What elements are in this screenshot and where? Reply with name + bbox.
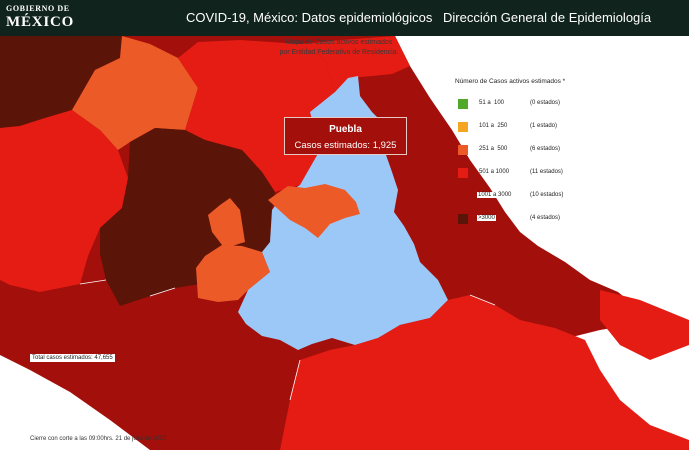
legend-swatch — [458, 99, 468, 109]
header-bar: GOBIERNO DE MÉXICO COVID-19, México: Dat… — [0, 0, 689, 36]
legend-count: (1 estado) — [530, 123, 558, 129]
total-cases-label: Total casos estimados: 47,655 — [30, 354, 115, 362]
legend-item-4[interactable]: 1001 a 3000 (10 estados) — [455, 191, 595, 214]
legend-swatch — [458, 145, 468, 155]
map-legend: Número de Casos activos estimados * 51 a… — [455, 78, 595, 237]
state-hidalgo-north — [300, 36, 410, 92]
state-chiapas — [600, 290, 689, 360]
legend-range: 101 a 250 — [479, 123, 508, 129]
tooltip-state-name: Puebla — [329, 124, 362, 135]
subtitle-line-1: Mapa de Casos activos estimados — [285, 39, 393, 46]
tooltip-value: 1,925 — [372, 140, 397, 151]
legend-item-0[interactable]: 51 a 100 (0 estados) — [455, 99, 595, 122]
legend-swatch — [458, 214, 468, 224]
legend-swatch — [458, 191, 468, 201]
ocean-pacific — [0, 355, 150, 450]
state-jalisco — [0, 110, 128, 292]
legend-range: 51 a 100 — [479, 100, 505, 106]
state-guanajuato — [72, 36, 198, 150]
page-title: COVID-19, México: Datos epidemiológicos — [186, 10, 433, 25]
state-borders — [79, 279, 496, 401]
state-oaxaca — [280, 295, 689, 450]
legend-swatch — [458, 122, 468, 132]
map-subtitle: Mapa de Casos activos estimados por Enti… — [244, 38, 434, 58]
legend-count: (4 estados) — [530, 215, 561, 221]
gobierno-logo[interactable]: GOBIERNO DE MÉXICO — [6, 5, 74, 30]
legend-item-2[interactable]: 251 a 500 (6 estados) — [455, 145, 595, 168]
tooltip-value-line: Casos estimados: 1,925 — [285, 140, 406, 151]
state-west-dark — [0, 36, 122, 128]
ocean-gulf-mexico — [395, 36, 689, 330]
legend-count: (10 estados) — [530, 192, 564, 198]
legend-count: (6 estados) — [530, 146, 561, 152]
state-morelos — [196, 245, 270, 302]
legend-item-3[interactable]: 501 a 1000 (11 estados) — [455, 168, 595, 191]
legend-title: Número de Casos activos estimados * — [455, 78, 566, 85]
subtitle-line-2: por Entidad Federativa de Residencia. — [279, 49, 399, 56]
legend-range: >3000 — [477, 215, 496, 221]
legend-count: (0 estados) — [530, 100, 561, 106]
state-cdmx — [208, 198, 245, 246]
state-michoacan — [100, 128, 275, 306]
state-tlaxcala — [268, 184, 360, 238]
legend-item-1[interactable]: 101 a 250 (1 estado) — [455, 122, 595, 145]
agency-name: Dirección General de Epidemiología — [443, 10, 652, 25]
tooltip-label: Casos estimados: — [294, 140, 371, 151]
legend-item-5[interactable]: >3000 (4 estados) — [455, 214, 595, 237]
legend-swatch — [458, 168, 468, 178]
legend-range: 1001 a 3000 — [477, 192, 513, 198]
legend-range: 251 a 500 — [479, 146, 508, 152]
logo-line-2: MÉXICO — [6, 14, 75, 30]
logo-line-1: GOBIERNO DE — [6, 4, 70, 13]
legend-count: (11 estados) — [530, 169, 563, 175]
state-tooltip: Puebla Casos estimados: 1,925 — [284, 117, 407, 155]
legend-range: 501 a 1000 — [479, 169, 510, 175]
data-cutoff-note: Cierre con corte a las 09:00hrs. 21 de j… — [30, 436, 167, 442]
